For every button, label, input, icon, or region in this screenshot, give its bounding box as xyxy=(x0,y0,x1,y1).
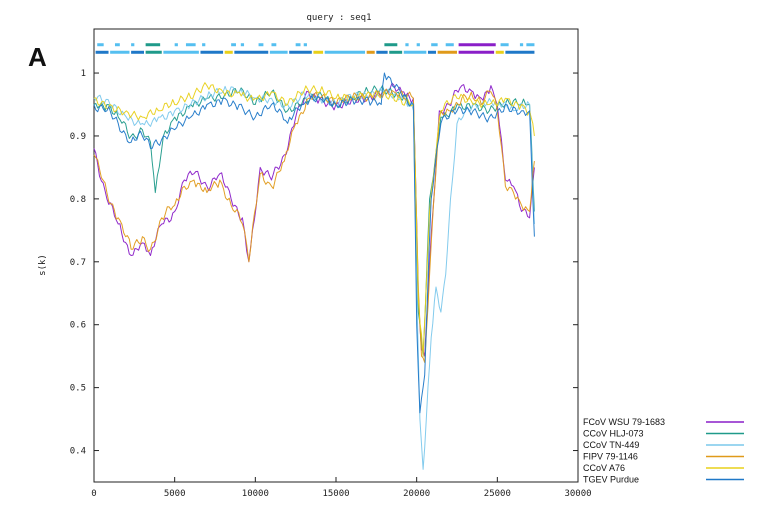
y-tick-label: 0.4 xyxy=(70,447,86,457)
series-layer xyxy=(93,72,535,470)
x-tick-label: 0 xyxy=(91,489,96,499)
axes-layer: 0 5000 10000 15000 20000 25000 30000 0.4 0.5 0.6 0… xyxy=(70,69,592,499)
legend-label: CCoV TN-449 xyxy=(583,440,639,450)
x-tick-label: 20000 xyxy=(403,489,430,499)
legend-label: CCoV A76 xyxy=(583,463,625,473)
annotation-tracks xyxy=(95,43,535,54)
plot-frame xyxy=(93,28,579,483)
x-tick-label: 15000 xyxy=(322,489,349,499)
plot-border xyxy=(93,28,579,483)
x-tick-label: 30000 xyxy=(564,489,591,499)
legend-label: CCoV HLJ-073 xyxy=(583,429,644,439)
x-tick-label: 25000 xyxy=(484,489,511,499)
y-axis-label: s(k) xyxy=(38,254,48,276)
series-line-0 xyxy=(93,82,535,357)
y-tick-label: 0.9 xyxy=(70,132,86,142)
y-tick-label: 0.6 xyxy=(70,321,86,331)
x-tick-label: 5000 xyxy=(164,489,186,499)
panel-label: A xyxy=(28,42,47,72)
series-line-4 xyxy=(93,82,535,357)
legend-label: FCoV WSU 79-1683 xyxy=(583,417,665,427)
y-tick-label: 1 xyxy=(81,69,86,79)
series-line-3 xyxy=(93,88,535,363)
legend-label: FIPV 79-1146 xyxy=(583,452,638,462)
legend-label: TGEV Purdue xyxy=(583,475,639,485)
series-line-5 xyxy=(93,72,535,414)
y-tick-label: 0.5 xyxy=(70,384,86,394)
chart-title: query : seq1 xyxy=(306,13,372,23)
x-tick-label: 10000 xyxy=(242,489,269,499)
y-tick-label: 0.8 xyxy=(70,195,86,205)
y-tick-label: 0.7 xyxy=(70,258,86,268)
